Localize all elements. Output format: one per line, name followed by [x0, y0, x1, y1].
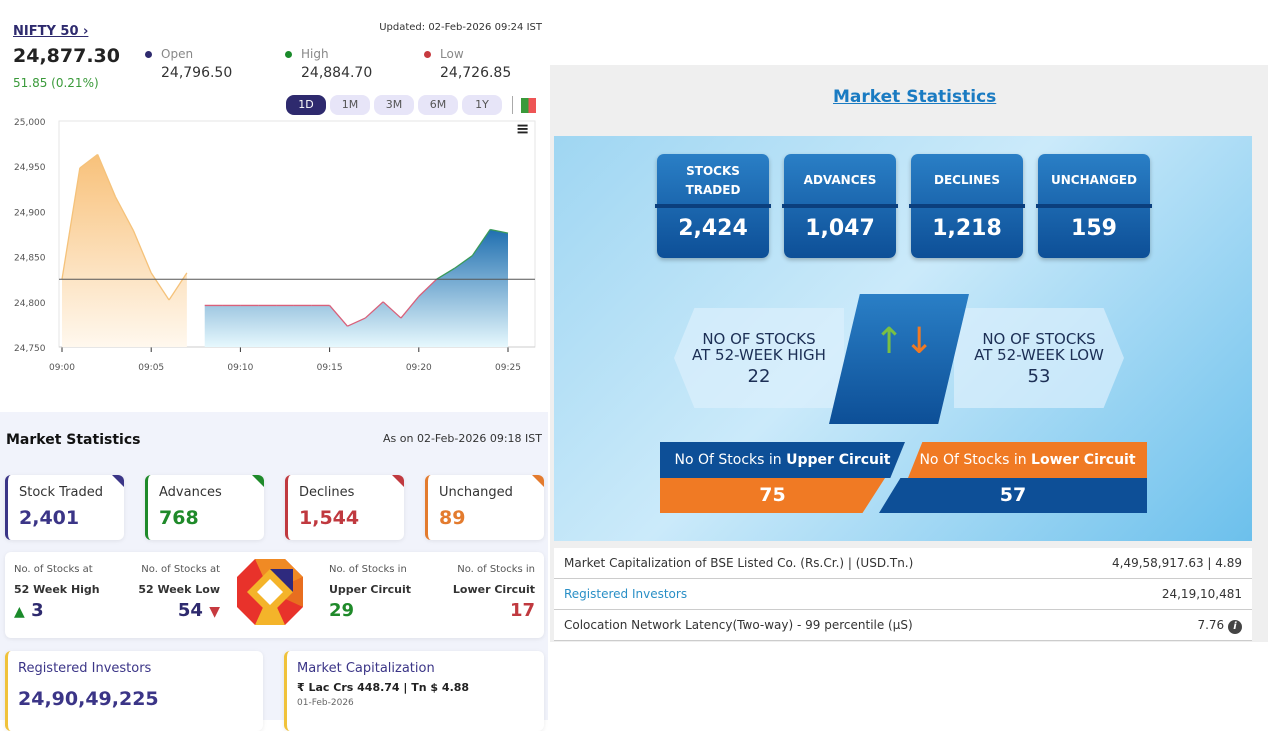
lower-circuit-value: 57 [879, 478, 1147, 513]
high-dot-icon [285, 51, 292, 58]
lower-circuit: No. of Stocks in Lower Circuit 17 [452, 564, 535, 621]
registered-investors-row: Registered Investors 24,19,10,481 [554, 579, 1252, 610]
nifty-intraday-chart: 25,00024,95024,90024,85024,80024,75009:0… [14, 118, 536, 373]
registered-investors-link[interactable]: Registered Investors [564, 587, 688, 601]
series-segment [61, 167, 81, 280]
series-segment [418, 278, 438, 297]
series-segment [471, 229, 491, 257]
range-3m-button[interactable]: 3M [374, 95, 414, 115]
latency-row: Colocation Network Latency(Two-way) - 99… [554, 610, 1252, 641]
y-tick-label: 25,000 [14, 118, 46, 128]
high-stat: High 24,884.70 [285, 47, 372, 81]
info-icon[interactable]: i [1228, 620, 1242, 634]
range-1m-button[interactable]: 1M [330, 95, 370, 115]
bse-stat-tile: DECLINES 1,218 [909, 154, 1025, 258]
chart-menu-icon[interactable]: ≡ [516, 119, 530, 138]
series-segment [490, 228, 509, 234]
triangle-down-icon: ▼ [209, 604, 220, 620]
index-name-link[interactable]: NIFTY 50 › [13, 24, 89, 39]
x-tick-label: 09:25 [495, 363, 521, 373]
series-segment [150, 272, 170, 301]
tile-divider [655, 204, 771, 208]
updated-time: Updated: 02-Feb-2026 09:24 IST [379, 22, 542, 33]
bse-stat-tile: ADVANCES 1,047 [782, 154, 898, 258]
y-tick-label: 24,850 [14, 254, 46, 264]
series-area [62, 154, 187, 347]
series-segment [114, 196, 134, 231]
series-area [204, 229, 508, 347]
series-segment [436, 267, 455, 280]
series-segment [168, 272, 188, 301]
bse-stat-tile: UNCHANGED 159 [1036, 154, 1152, 258]
bse-stats-banner: STOCKS TRADED 2,424 ADVANCES 1,047 DECLINES 1… [554, 136, 1252, 541]
y-tick-label: 24,800 [14, 299, 46, 309]
x-tick-label: 09:00 [49, 363, 75, 373]
bull-bear-icon: ↑↓ [874, 321, 935, 362]
upper-circuit-value: 75 [660, 478, 885, 513]
range-1d-button[interactable]: 1D [286, 95, 326, 115]
series-segment [132, 230, 152, 274]
upper-circuit: No. of Stocks in Upper Circuit 29 [329, 564, 412, 621]
blank-area [550, 642, 1268, 720]
tile-divider [909, 204, 1025, 208]
52-week-high: No. of Stocks at 52 Week High ▲ 3 [14, 564, 100, 621]
divider [512, 96, 513, 114]
corner-accent [392, 475, 404, 487]
52-week-high-box: NO OF STOCKS AT 52-WEEK HIGH 22 [674, 308, 844, 408]
nse-logo-icon [237, 559, 303, 625]
series-segment [79, 153, 99, 169]
bse-stat-tile: STOCKS TRADED 2,424 [655, 154, 771, 258]
stat-card: Declines 1,544 [285, 475, 404, 540]
market-cap-row: Market Capitalization of BSE Listed Co. … [554, 548, 1252, 579]
market-statistics-section: Market Statistics As on 02-Feb-2026 09:1… [0, 412, 548, 731]
bse-panel: Market Statistics STOCKS TRADED 2,424 ADVA… [550, 65, 1268, 720]
low-dot-icon [424, 51, 431, 58]
lower-circuit-label: No Of Stocks in Lower Circuit [908, 442, 1147, 478]
open-stat: Open 24,796.50 [145, 47, 232, 81]
as-on-date: As on 02-Feb-2026 09:18 IST [383, 432, 542, 445]
upper-circuit-label: No Of Stocks in Upper Circuit [660, 442, 905, 478]
series-segment [382, 301, 402, 319]
tile-divider [782, 204, 898, 208]
x-tick-label: 09:10 [227, 363, 253, 373]
stat-card: Advances 768 [145, 475, 264, 540]
y-tick-label: 24,900 [14, 208, 46, 218]
triangle-up-icon: ▲ [14, 604, 25, 620]
corner-accent [532, 475, 544, 487]
series-segment [329, 304, 348, 327]
stat-card: Unchanged 89 [425, 475, 544, 540]
y-tick-label: 24,950 [14, 163, 46, 173]
section-title: Market Statistics [6, 432, 141, 448]
registered-investors-card: Registered Investors 24,90,49,225 [5, 651, 263, 731]
low-stat: Low 24,726.85 [424, 47, 511, 81]
series-segment [347, 317, 366, 327]
chart-type-icon[interactable] [521, 98, 536, 113]
tile-divider [1036, 204, 1152, 208]
index-change: 51.85 (0.21%) [13, 76, 99, 90]
index-price: 24,877.30 [13, 45, 120, 67]
range-6m-button[interactable]: 6M [418, 95, 458, 115]
range-1y-button[interactable]: 1Y [462, 95, 502, 115]
52week-circuit-card: No. of Stocks at 52 Week High ▲ 3 No. of S… [5, 552, 544, 638]
corner-accent [112, 475, 124, 487]
y-tick-label: 24,750 [14, 344, 46, 354]
series-segment [364, 301, 384, 319]
open-dot-icon [145, 51, 152, 58]
x-tick-label: 09:20 [406, 363, 432, 373]
series-segment [454, 255, 473, 269]
market-cap-card: Market Capitalization ₹ Lac Crs 448.74 |… [284, 651, 544, 731]
series-segment [400, 295, 420, 319]
stat-card: Stock Traded 2,401 [5, 475, 124, 540]
52-week-low-box: NO OF STOCKS AT 52-WEEK LOW 53 [954, 308, 1124, 408]
x-tick-label: 09:15 [317, 363, 343, 373]
bse-section-title[interactable]: Market Statistics [833, 87, 997, 107]
series-segment [97, 154, 117, 198]
x-tick-label: 09:05 [138, 363, 164, 373]
chevron-right-icon: › [83, 24, 89, 39]
nse-panel: NIFTY 50 › Updated: 02-Feb-2026 09:24 IS… [0, 0, 548, 731]
corner-accent [252, 475, 264, 487]
52-week-low: No. of Stocks at 52 Week Low 54 ▼ [138, 564, 220, 621]
